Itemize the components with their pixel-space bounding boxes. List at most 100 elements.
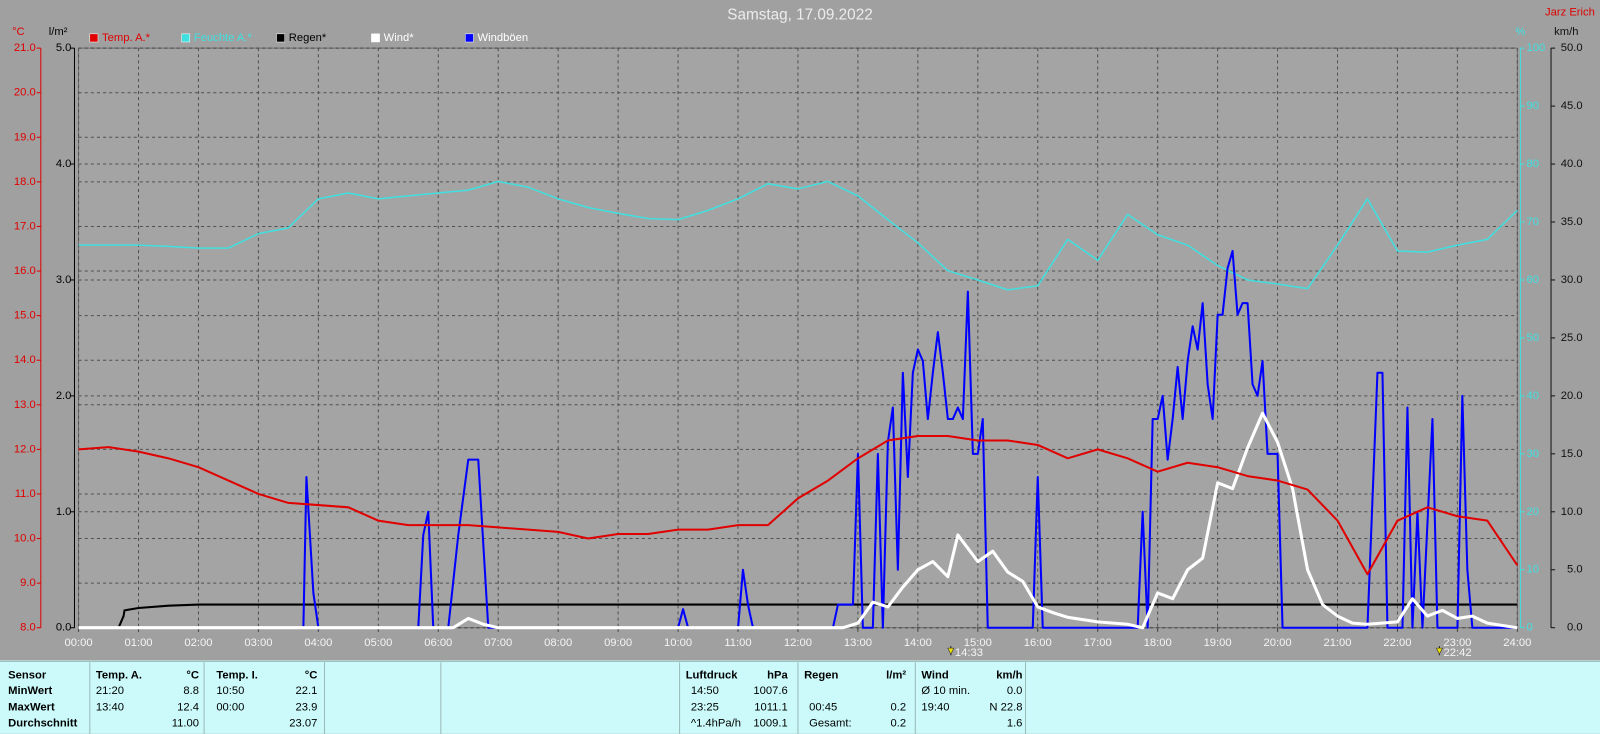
x-tick-label: 08:00 bbox=[544, 637, 572, 649]
table-cell: MinWert bbox=[8, 685, 52, 697]
author: Jarz Erich bbox=[1545, 6, 1595, 18]
table-cell: 23.07 bbox=[289, 718, 317, 730]
y-tick-label: 21.0 bbox=[14, 42, 36, 54]
x-tick-label: 02:00 bbox=[184, 637, 212, 649]
table-cell: 0.0 bbox=[1007, 685, 1023, 697]
x-tick-label: 19:00 bbox=[1204, 637, 1232, 649]
legend-swatch bbox=[181, 33, 191, 43]
y-tick-label: 10 bbox=[1527, 564, 1539, 576]
legend-label: Windböen bbox=[478, 32, 529, 44]
table-cell: 10:50 bbox=[216, 685, 244, 697]
table-header: Luftdruck bbox=[686, 670, 738, 682]
y-tick-label: 20.0 bbox=[1561, 390, 1583, 402]
table-header: °C bbox=[305, 670, 318, 682]
x-tick-label: 09:00 bbox=[604, 637, 632, 649]
y-axis-unit: km/h bbox=[1554, 26, 1578, 38]
x-tick-label: 11:00 bbox=[724, 637, 751, 649]
x-tick-label: 22:00 bbox=[1383, 637, 1411, 649]
y-tick-label: 20.0 bbox=[14, 87, 36, 99]
table-cell: 00:00 bbox=[216, 701, 244, 713]
table-header: Wind bbox=[921, 670, 948, 682]
table-cell: Ø 10 min. bbox=[921, 685, 970, 697]
table-header: Temp. I. bbox=[216, 670, 258, 682]
y-tick-label: 16.0 bbox=[14, 265, 36, 277]
y-tick-label: 10.0 bbox=[14, 533, 36, 545]
y-tick-label: 4.0 bbox=[56, 158, 72, 170]
chart-layer: 00:00 01:00 02:00 03:00 04:00 05:00 06:00 07:00… bbox=[0, 26, 1600, 734]
y-tick-label: 13.0 bbox=[14, 399, 36, 411]
legend-swatch bbox=[276, 33, 285, 43]
x-tick-label: 15:00 bbox=[964, 637, 992, 649]
series-line bbox=[78, 434, 1519, 576]
x-tick-label: 01:00 bbox=[124, 637, 152, 649]
x-tick-label: 13:00 bbox=[844, 637, 872, 649]
y-tick-label: 50.0 bbox=[1561, 42, 1583, 54]
table-cell: 19:40 bbox=[921, 701, 949, 713]
y-tick-label: 5.0 bbox=[56, 42, 72, 54]
legend-label: Wind* bbox=[384, 32, 415, 44]
legend-swatch bbox=[371, 33, 380, 43]
series-line bbox=[78, 180, 1518, 291]
y-axis-unit: °C bbox=[12, 26, 25, 38]
table-header: Sensor bbox=[8, 670, 47, 682]
table-cell: 1007.6 bbox=[753, 685, 787, 697]
table-cell: 1011.1 bbox=[754, 701, 787, 713]
legend-label: Feuchte A.* bbox=[194, 32, 253, 44]
y-tick-label: 15.0 bbox=[14, 310, 36, 322]
table-cell: 00:45 bbox=[809, 701, 837, 713]
y-tick-label: 45.0 bbox=[1561, 100, 1583, 112]
y-tick-label: 14.0 bbox=[14, 354, 36, 366]
y-tick-label: 17.0 bbox=[14, 220, 36, 232]
y-tick-label: 90 bbox=[1527, 100, 1539, 112]
x-tick-label: 14:00 bbox=[904, 637, 932, 649]
y-tick-label: 30.0 bbox=[1561, 274, 1583, 286]
y-tick-label: 10.0 bbox=[1561, 506, 1583, 518]
table-cell: 0.2 bbox=[891, 701, 907, 713]
x-tick-label: 18:00 bbox=[1144, 637, 1172, 649]
x-tick-label: 23:00 bbox=[1443, 637, 1471, 649]
annotation-icon bbox=[947, 647, 955, 655]
y-tick-label: 15.0 bbox=[1561, 448, 1583, 460]
x-tick-label: 04:00 bbox=[304, 637, 332, 649]
table-cell: 13:40 bbox=[96, 701, 124, 713]
table-cell: 21:20 bbox=[96, 685, 124, 697]
table-cell: Gesamt: bbox=[809, 718, 851, 730]
table-cell: 23:25 bbox=[691, 701, 719, 713]
y-tick-label: 2.0 bbox=[56, 390, 72, 402]
table-header: Regen bbox=[804, 670, 838, 682]
y-tick-label: 100 bbox=[1527, 42, 1546, 54]
y-tick-label: 35.0 bbox=[1561, 216, 1583, 228]
annotation-icon bbox=[1435, 647, 1443, 655]
series-line bbox=[78, 603, 1518, 629]
y-tick-label: 20 bbox=[1527, 506, 1539, 518]
y-tick-label: 50 bbox=[1527, 332, 1539, 344]
table-cell: 14:50 bbox=[691, 685, 719, 697]
x-tick-label: 05:00 bbox=[364, 637, 392, 649]
y-tick-label: 0.0 bbox=[56, 622, 72, 634]
legend-swatch bbox=[89, 33, 99, 43]
y-axis-unit: % bbox=[1515, 26, 1525, 38]
y-tick-label: 70 bbox=[1527, 216, 1539, 228]
y-tick-label: 18.0 bbox=[14, 176, 36, 188]
y-tick-label: 5.0 bbox=[1567, 564, 1583, 576]
table-cell: 11.00 bbox=[172, 718, 199, 730]
y-tick-label: 19.0 bbox=[14, 131, 36, 143]
x-tick-label: 20:00 bbox=[1264, 637, 1292, 649]
table-cell: 0.2 bbox=[891, 718, 907, 730]
y-tick-label: 30 bbox=[1527, 448, 1539, 460]
table-header: hPa bbox=[767, 670, 788, 682]
stats-background bbox=[0, 660, 1600, 734]
legend-swatch bbox=[465, 33, 474, 43]
legend-label: Regen* bbox=[289, 32, 327, 44]
table-header: °C bbox=[186, 670, 199, 682]
y-tick-label: 25.0 bbox=[1561, 332, 1583, 344]
table-cell: 23.9 bbox=[296, 701, 318, 713]
y-tick-label: 12.0 bbox=[14, 443, 36, 455]
y-tick-label: 40 bbox=[1527, 390, 1539, 402]
legend-label: Temp. A.* bbox=[102, 32, 151, 44]
y-tick-label: 11.0 bbox=[15, 488, 36, 500]
x-tick-label: 03:00 bbox=[244, 637, 272, 649]
y-tick-label: 8.0 bbox=[20, 622, 36, 634]
